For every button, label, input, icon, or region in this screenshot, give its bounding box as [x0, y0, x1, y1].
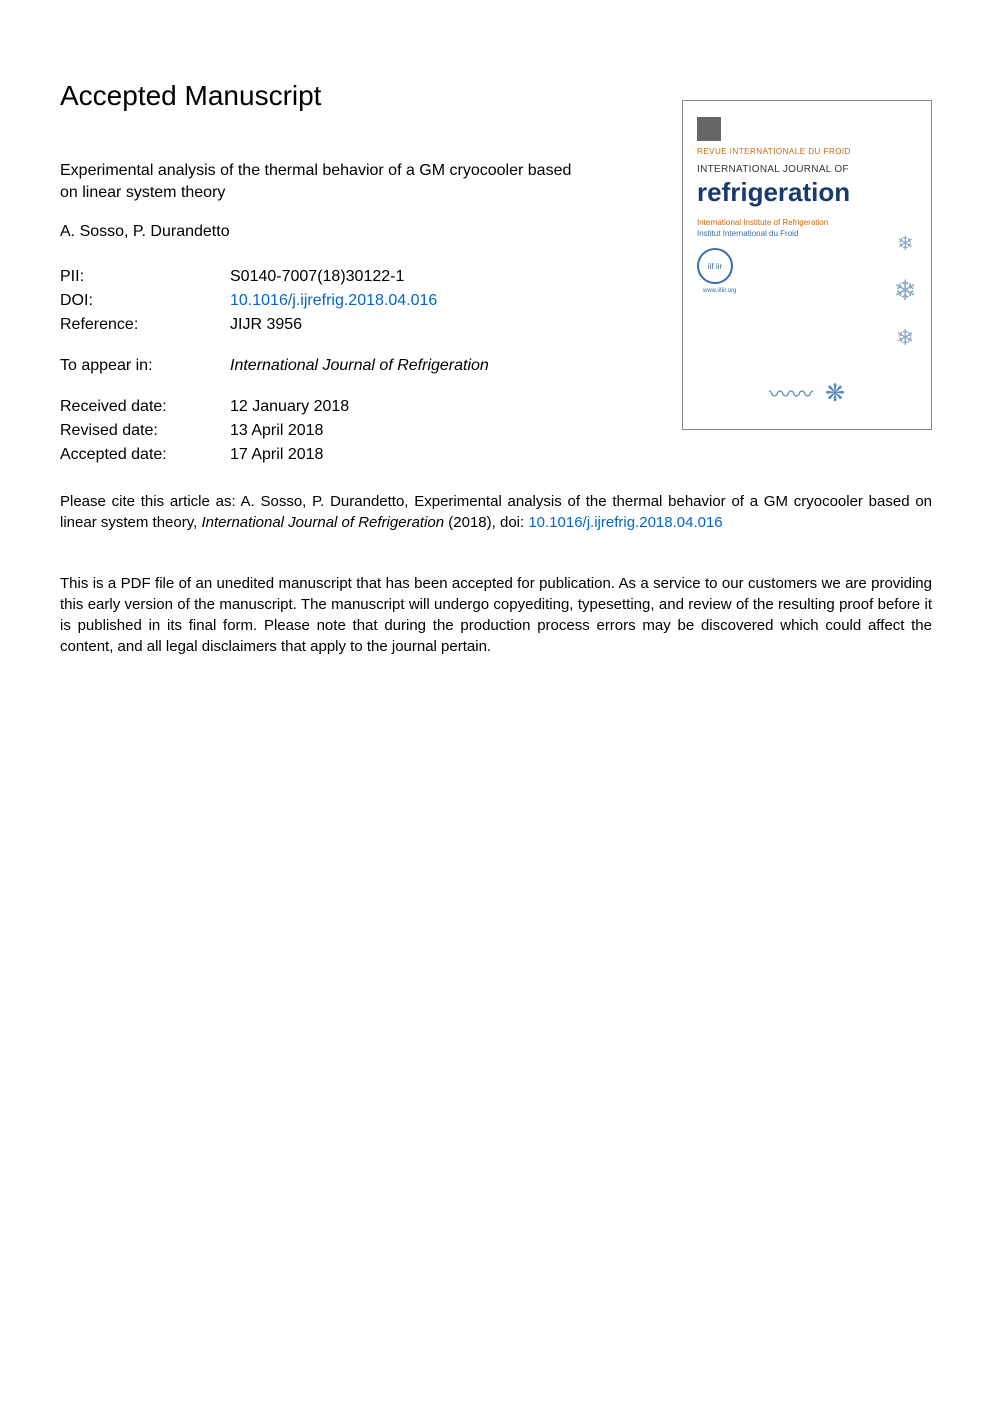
cover-revue-text: REVUE INTERNATIONALE DU FROID	[697, 147, 917, 156]
accepted-label: Accepted date:	[60, 443, 230, 467]
revised-value: 13 April 2018	[230, 419, 323, 443]
cover-bottom-graphic: 〰〰 ❋	[683, 377, 931, 409]
snowflake-icon: ❄	[897, 231, 914, 256]
revised-label: Revised date:	[60, 419, 230, 443]
cover-subtitle-1: International Institute of Refrigeration	[697, 218, 917, 227]
snowflake-icon: ❄	[896, 325, 914, 351]
elsevier-logo-icon	[697, 117, 721, 141]
doi-label: DOI:	[60, 289, 230, 313]
received-value: 12 January 2018	[230, 395, 349, 419]
to-appear-value: International Journal of Refrigeration	[230, 357, 489, 375]
snowflake-icon: ❄	[894, 274, 917, 307]
cover-intl-text: INTERNATIONAL JOURNAL OF	[697, 164, 917, 175]
citation-text: Please cite this article as: A. Sosso, P…	[60, 491, 932, 533]
accepted-value: 17 April 2018	[230, 443, 323, 467]
citation-suffix: (2018), doi:	[444, 514, 528, 531]
snowflake-icon: ❋	[825, 379, 845, 408]
journal-cover: REVUE INTERNATIONALE DU FROID INTERNATIO…	[682, 100, 932, 430]
cover-url-text: www.iifiir.org	[703, 288, 917, 294]
reference-value: JIJR 3956	[230, 313, 302, 337]
doi-link[interactable]: 10.1016/j.ijrefrig.2018.04.016	[230, 289, 437, 313]
cover-subtitle-2: Institut International du Froid	[697, 229, 917, 238]
iir-logo-icon: iif iir	[697, 248, 733, 284]
citation-doi-link[interactable]: 10.1016/j.ijrefrig.2018.04.016	[528, 514, 722, 531]
wave-graphic-icon: 〰〰	[769, 377, 813, 409]
citation-journal: International Journal of Refrigeration	[201, 514, 444, 531]
accepted-row: Accepted date: 17 April 2018	[60, 443, 932, 467]
pii-label: PII:	[60, 265, 230, 289]
cover-journal-title: refrigeration	[697, 177, 917, 208]
to-appear-label: To appear in:	[60, 357, 230, 375]
article-title: Experimental analysis of the thermal beh…	[60, 160, 580, 205]
cover-snowflakes-decoration: ❄ ❄ ❄	[894, 231, 917, 351]
received-label: Received date:	[60, 395, 230, 419]
pii-value: S0140-7007(18)30122-1	[230, 265, 404, 289]
disclaimer-text: This is a PDF file of an unedited manusc…	[60, 573, 932, 657]
reference-label: Reference:	[60, 313, 230, 337]
